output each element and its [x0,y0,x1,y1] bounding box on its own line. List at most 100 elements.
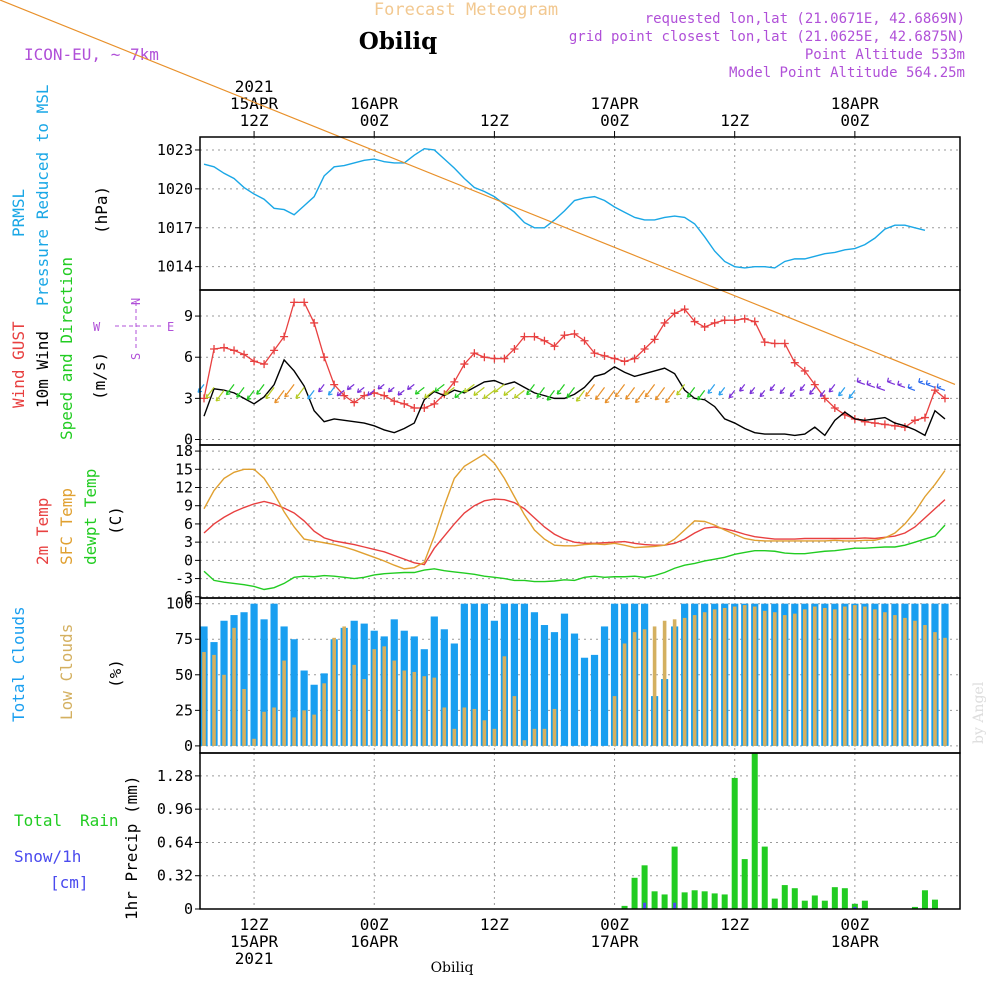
snow-legend-1: Snow/1h [14,847,81,866]
requested-coords: requested lon,lat (21.0671E, 42.6869N) [645,11,965,27]
gust-marker [620,357,629,366]
faded-title: Forecast Meteogram [374,0,558,20]
wind-direction-arrow [566,387,575,398]
gust-marker [260,360,269,369]
wind-arrow-head [828,387,834,393]
wind-arrow-head [634,398,640,404]
top-time-label: 12Z [720,111,749,130]
gust-marker [400,399,409,408]
total-cloud-bar [520,603,529,746]
wind-direction-arrow [654,387,666,401]
wind-arrow-head [676,390,681,396]
top-time-label: 00Z [600,111,629,130]
wind-direction-arrow [415,386,425,395]
bottom-time-label: 00Z [600,915,629,934]
wind-arrow-head [925,380,931,385]
total-cloud-bar [540,625,549,746]
wind-arrow-head [809,390,814,395]
gust-marker [920,413,929,422]
low-cloud-bar [943,637,947,746]
gust-marker [810,380,819,389]
rain-bar [681,892,688,909]
gust-marker [230,346,239,355]
wind-direction-arrow [676,384,686,396]
wind-direction-arrow [473,386,485,396]
total-cloud-bar [570,633,579,746]
wind-arrow-head [918,378,923,383]
wind-arrow-head [503,391,509,397]
rain-bar [791,888,798,909]
wind-direction-arrow [454,389,465,399]
compass-rose: N W E S [93,298,174,360]
wind-arrow-head [295,394,301,399]
gust-marker [930,386,939,395]
wind-arrow-head [215,396,221,402]
top-time-label: 18APR [831,94,880,113]
gust-marker [450,377,459,386]
wind-arrow-head [886,377,892,383]
rain-bar [721,894,728,909]
snow-bar [853,906,857,909]
wind-direction-arrow [575,390,585,402]
y-tick-label: 50 [175,666,193,684]
wind-direction-arrow [503,386,515,396]
gust-marker [910,416,919,425]
wind-arrow-head [493,388,499,393]
gust-marker [630,354,639,363]
wind-direction-arrow [493,383,505,393]
gust-marker [390,397,399,406]
gust-marker [270,346,279,355]
wind-arrow-head [897,380,902,386]
low-cloud-bar [282,660,286,746]
wind-direction-arrow [625,387,636,400]
wind-direction-arrow [434,383,445,392]
panel-frame [199,444,961,599]
gust-marker [670,309,679,318]
y-tick-label: 6 [184,348,193,366]
gust-marker [690,317,699,326]
sfc-temp-line [203,453,946,570]
gust-marker [720,316,729,325]
wind-arrow-head [327,390,333,396]
wind-arrow-head [856,377,862,383]
y-tick-label: 1.28 [157,767,193,785]
wind-unit: (m/s) [90,352,109,400]
gust-marker [510,344,519,353]
top-time-label: 15APR [230,94,279,113]
wind-direction-arrow [274,390,285,404]
wind-direction-arrow [897,384,906,388]
total-cloud-bar [550,632,559,746]
rain-bar [931,899,938,909]
wind-arrow-head [205,393,211,399]
wind-arrow-head [236,392,241,398]
wind-arrow-head [799,386,805,392]
total-cloud-bar [560,613,569,746]
sfc-label: SFC Temp [57,488,76,565]
total-cloud-bar [440,629,448,746]
compass-south: S [129,353,143,360]
low-cloud-bar [412,671,417,746]
pressure-label-2: Pressure Reduced to MSL [33,84,52,306]
gust-marker [350,398,359,407]
gust-marker [570,329,579,338]
wind-arrow-head [566,393,572,399]
gust-marker [410,403,419,412]
y-tick-label: 1023 [157,141,193,159]
gust-marker [300,298,309,307]
wind-direction-arrow [225,384,235,396]
total-rain-legend-1: Total [14,811,62,830]
wind-label: 10m Wind [33,331,52,408]
low-cloud-bar [662,620,667,746]
top-time-label: 00Z [840,111,869,130]
gust-marker [530,332,539,341]
wind-direction-arrow [918,381,926,385]
gust-marker [280,332,289,341]
wind-arrow-head [397,391,403,396]
wind-direction-arrow [838,387,846,397]
gust-marker [750,317,759,326]
wind-direction-arrow [856,381,866,385]
gust-marker [210,344,219,353]
wind-direction-arrow [256,384,265,395]
gust-marker [460,360,469,369]
